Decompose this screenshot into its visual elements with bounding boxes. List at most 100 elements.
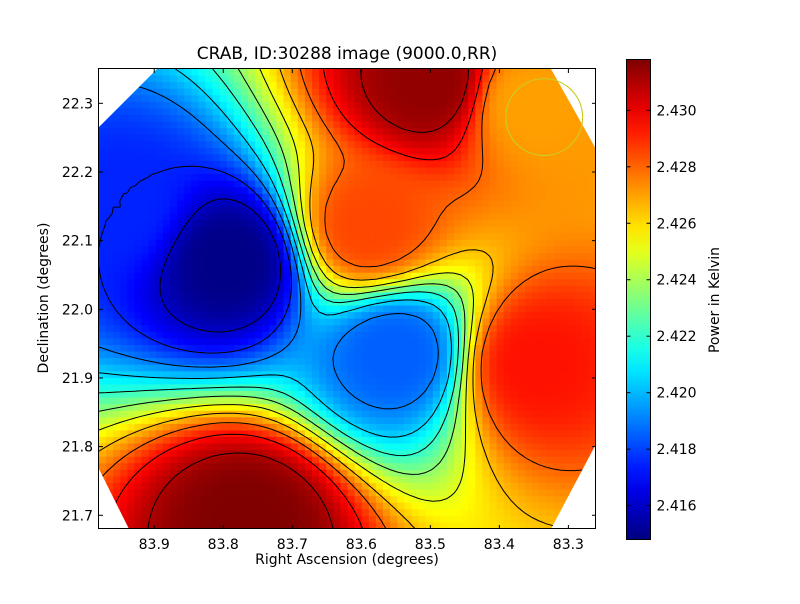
heatmap-cell [482,364,491,372]
heatmap-cell [361,391,370,399]
heatmap-cell [368,456,377,464]
heatmap-cell [446,279,455,287]
heatmap-cell [283,161,292,169]
heatmap-cell [304,174,313,182]
heatmap-cell [113,299,121,307]
heatmap-cell [461,200,469,208]
heatmap-cell [319,417,327,425]
heatmap-cell [525,331,533,340]
heatmap-cell [312,272,320,280]
heatmap-cell [560,279,569,287]
heatmap-cell [482,443,491,451]
heatmap-cell [99,121,107,129]
heatmap-cell [319,75,327,83]
heatmap-cell [525,509,533,517]
heatmap-cell [525,279,533,287]
heatmap-cell [340,272,349,280]
heatmap-cell [432,220,441,228]
heatmap-cell [503,82,512,90]
heatmap-cell [560,443,569,451]
heatmap-cell [560,101,569,110]
heatmap-cell [255,128,263,136]
heatmap-cell [319,364,327,372]
heatmap-cell [418,213,427,221]
heatmap-cell [418,312,427,320]
heatmap-cell [425,371,434,379]
heatmap-cell [418,450,427,458]
heatmap-cell [418,233,427,241]
heatmap-cell [120,437,128,445]
heatmap-cell [475,404,483,412]
heatmap-cell [375,463,384,471]
heatmap-cell [461,154,469,162]
heatmap-cell [304,207,313,215]
heatmap-cell [411,522,420,529]
heatmap-cell [191,207,199,215]
heatmap-cell [184,509,192,517]
heatmap-cell [326,285,334,294]
heatmap-cell [397,233,405,241]
heatmap-cell [517,312,526,320]
heatmap-cell [425,404,434,412]
heatmap-cell [191,75,199,83]
heatmap-cell [567,299,576,307]
heatmap-cell [361,239,370,248]
heatmap-cell [489,423,498,432]
heatmap-cell [468,299,476,307]
heatmap-cell [333,397,341,405]
heatmap-cell [269,509,278,517]
heatmap-cell [361,423,370,432]
heatmap-cell [560,391,569,399]
heatmap-cell [226,233,235,241]
heatmap-cell [340,437,349,445]
heatmap-cell [134,312,143,320]
heatmap-cell [319,515,327,524]
heatmap-cell [177,207,185,215]
heatmap-cell [383,220,391,228]
heatmap-cell [283,522,292,529]
heatmap-cell [510,253,519,261]
heatmap-cell [340,443,349,451]
heatmap-cell [581,338,590,346]
heatmap-cell [461,351,469,359]
heatmap-cell [539,246,547,254]
heatmap-cell [255,95,263,103]
heatmap-cell [269,305,278,313]
heatmap-cell [532,371,540,379]
heatmap-cell [581,279,590,287]
heatmap-cell [368,141,377,149]
heatmap-cell [205,213,214,221]
heatmap-cell [347,253,356,261]
heatmap-cell [468,417,476,425]
heatmap-cell [212,443,221,451]
heatmap-cell [248,358,256,366]
heatmap-cell [113,233,121,241]
heatmap-cell [312,364,320,372]
heatmap-cell [546,456,554,464]
heatmap-cell [411,456,420,464]
heatmap-cell [510,279,519,287]
heatmap-cell [297,502,306,510]
heatmap-cell [120,312,128,320]
heatmap-cell [219,233,228,241]
heatmap-cell [397,437,405,445]
heatmap-cell [233,483,242,491]
heatmap-cell [269,115,278,123]
heatmap-cell [170,174,178,182]
heatmap-cell [184,443,192,451]
heatmap-cell [177,417,185,425]
heatmap-cell [184,397,192,405]
heatmap-cell [482,200,491,208]
heatmap-cell [99,364,107,372]
heatmap-cell [361,469,370,478]
heatmap-cell [198,226,207,234]
heatmap-cell [574,141,583,149]
heatmap-cell [397,180,405,188]
heatmap-cell [574,147,583,156]
heatmap-cell [588,430,596,438]
heatmap-cell [127,437,136,445]
heatmap-cell [269,161,278,169]
heatmap-cell [219,200,228,208]
heatmap-cell [283,371,292,379]
heatmap-cell [411,200,420,208]
